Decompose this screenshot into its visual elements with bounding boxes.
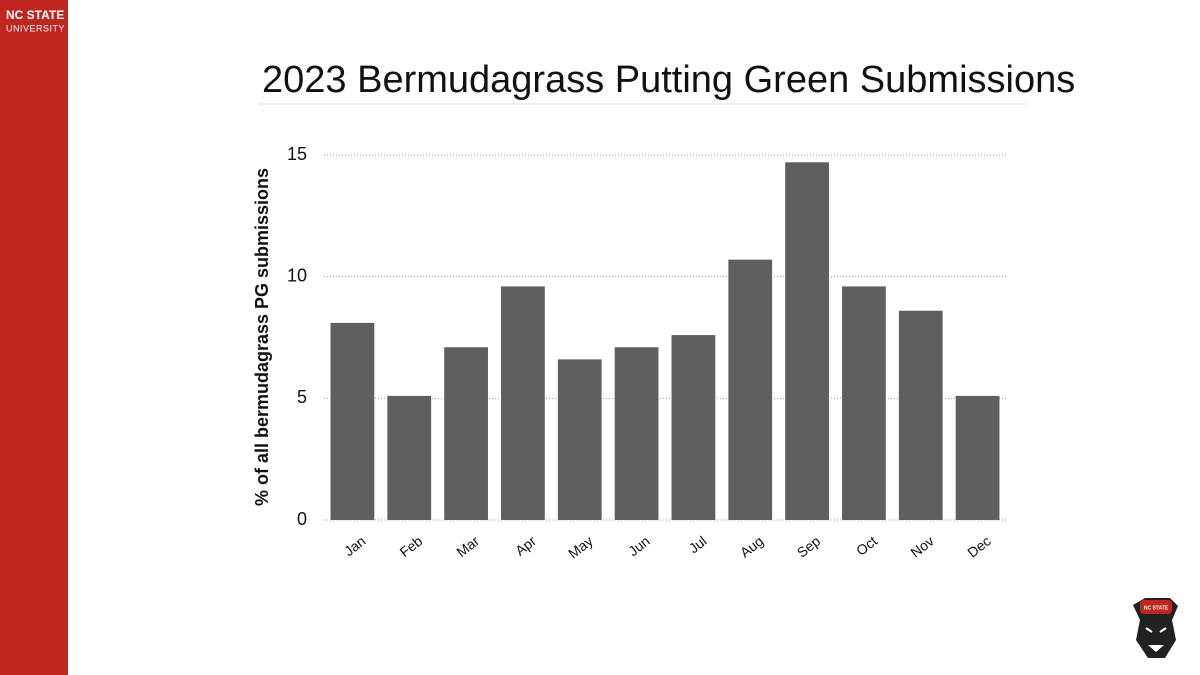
y-tick-label: 5 [297, 387, 307, 407]
bar [614, 347, 659, 520]
logo: NC STATE [1133, 598, 1178, 658]
bar [785, 162, 829, 521]
brand-name: NC STATE [6, 8, 64, 22]
x-tick-label: May [565, 533, 596, 562]
bar [444, 347, 488, 520]
bar [387, 395, 432, 520]
logo-teeth [1148, 645, 1164, 652]
x-tick-label: Dec [964, 533, 993, 561]
bar [671, 335, 716, 520]
y-tick-label: 15 [287, 144, 307, 164]
x-tick-label: Aug [737, 533, 766, 561]
brand-subtitle: UNIVERSITY [6, 23, 65, 33]
x-tick-label: Jun [625, 533, 653, 560]
bar [330, 322, 375, 520]
logo-cap [1140, 600, 1172, 614]
x-tick-label: Sep [794, 533, 824, 561]
x-tick-label: Jul [686, 533, 710, 557]
x-tick-label: Mar [453, 532, 482, 560]
y-tick-label: 0 [297, 509, 307, 529]
logo-badge: NC STATE [1144, 605, 1169, 611]
x-tick-label: Feb [397, 533, 426, 561]
bar [898, 310, 943, 520]
x-tick-label: Jan [341, 533, 369, 560]
x-tick-label: Apr [512, 532, 539, 558]
y-tick-label: 10 [287, 265, 307, 285]
bar [955, 395, 1000, 520]
x-tick-label: Oct [853, 533, 880, 559]
bar [557, 359, 602, 520]
logo-eyes [1145, 627, 1167, 633]
bar [501, 286, 545, 520]
y-axis-label: % of all bermudagrass PG submissions [252, 168, 272, 506]
bar [842, 286, 886, 520]
x-tick-label: Nov [907, 533, 936, 561]
bar [728, 259, 773, 520]
sidebar [0, 0, 68, 675]
chart-title: 2023 Bermudagrass Putting Green Submissi… [262, 59, 1075, 101]
